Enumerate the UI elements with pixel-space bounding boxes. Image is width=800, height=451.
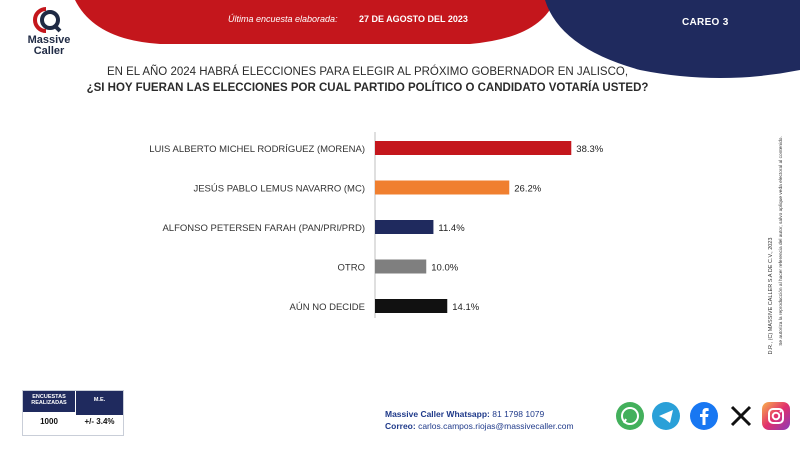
copyright-line-1: D.R., (C) MASSIVE CALLER S.A DE C.V., 20… bbox=[768, 238, 774, 355]
question-line-1: EN EL AÑO 2024 HABRÁ ELECCIONES PARA ELE… bbox=[106, 66, 629, 78]
copyright-note: D.R., (C) MASSIVE CALLER S.A DE C.V., 20… bbox=[768, 136, 784, 355]
category-label: OTRO bbox=[338, 263, 365, 274]
category-label: ALFONSO PETERSEN FARAH (PAN/PRI/PRD) bbox=[162, 223, 365, 234]
stats-header-surveys: ENCUESTAS REALIZADAS bbox=[23, 391, 75, 412]
whatsapp-contact: Massive Caller Whatsapp: 81 1798 1079 bbox=[385, 409, 544, 419]
email-address[interactable]: carlos.campos.riojas@massivecaller.com bbox=[418, 421, 574, 431]
question-line-2: ¿SI HOY FUERAN LAS ELECCIONES POR CUAL P… bbox=[86, 82, 649, 94]
stats-header-me: M.E. bbox=[76, 391, 123, 415]
bar bbox=[375, 259, 427, 274]
category-label: LUIS ALBERTO MICHEL RODRÍGUEZ (MORENA) bbox=[149, 144, 365, 155]
header-red-band bbox=[75, 0, 555, 44]
stats-surveys-value: 1000 bbox=[40, 417, 58, 426]
category-label: AÚN NO DECIDE bbox=[290, 302, 365, 313]
telegram-icon[interactable] bbox=[652, 402, 680, 430]
x-icon[interactable] bbox=[727, 402, 755, 430]
email-contact: Correo: carlos.campos.riojas@massivecall… bbox=[385, 421, 574, 431]
header-navy-arc bbox=[545, 0, 800, 78]
brand-line-1: Massive bbox=[27, 34, 71, 46]
careo-title: CAREO 3 bbox=[682, 17, 729, 28]
survey-date-label: Última encuesta elaborada: bbox=[228, 14, 338, 24]
value-label: 14.1% bbox=[452, 302, 479, 313]
email-label: Correo: bbox=[385, 421, 416, 431]
instagram-icon[interactable] bbox=[762, 402, 790, 430]
survey-date: 27 DE AGOSTO DEL 2023 bbox=[359, 14, 468, 24]
bar-chart: LUIS ALBERTO MICHEL RODRÍGUEZ (MORENA) 38… bbox=[149, 132, 604, 318]
whatsapp-label: Massive Caller Whatsapp: bbox=[385, 409, 490, 419]
brand-line-2: Caller bbox=[33, 45, 65, 57]
bar bbox=[375, 299, 448, 313]
logo-icon bbox=[33, 7, 62, 33]
whatsapp-number[interactable]: 81 1798 1079 bbox=[492, 409, 545, 419]
stats-me-value: +/- 3.4% bbox=[84, 417, 115, 426]
value-label: 10.0% bbox=[431, 263, 458, 274]
facebook-icon[interactable] bbox=[690, 402, 718, 430]
value-label: 38.3% bbox=[576, 144, 603, 155]
whatsapp-icon[interactable] bbox=[616, 402, 644, 430]
value-label: 26.2% bbox=[514, 184, 541, 195]
bar bbox=[375, 180, 510, 195]
copyright-line-2: Se autoriza la reproducción al hacer ref… bbox=[778, 136, 784, 346]
bar bbox=[375, 220, 434, 234]
survey-stats-box: ENCUESTAS REALIZADAS M.E. 1000 +/- 3.4% bbox=[22, 390, 124, 436]
bar bbox=[375, 141, 572, 155]
category-label: JESÚS PABLO LEMUS NAVARRO (MC) bbox=[193, 184, 365, 195]
value-label: 11.4% bbox=[438, 223, 465, 234]
